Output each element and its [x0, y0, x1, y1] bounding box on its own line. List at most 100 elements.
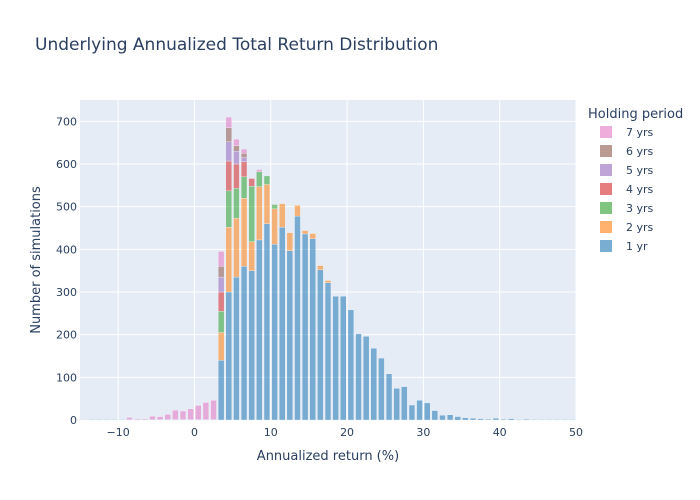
bar-1-yr[interactable] [363, 336, 370, 421]
bar-1-yr[interactable] [88, 419, 95, 421]
bar-2-yrs[interactable] [256, 186, 263, 241]
bar-1-yr[interactable] [538, 419, 545, 421]
bars[interactable] [88, 116, 576, 421]
bar-1-yr[interactable] [279, 227, 286, 421]
bar-2-yrs[interactable] [309, 233, 316, 239]
bar-7-yrs[interactable] [218, 251, 225, 267]
bar-1-yr[interactable] [302, 233, 309, 421]
legend-item-4-yrs[interactable]: 4 yrs [600, 183, 654, 196]
bar-1-yr[interactable] [378, 358, 385, 421]
bar-7-yrs[interactable] [149, 416, 156, 420]
bar-1-yr[interactable] [515, 419, 522, 421]
bar-7-yrs[interactable] [134, 418, 141, 420]
bar-7-yrs[interactable] [126, 417, 133, 420]
bar-7-yrs[interactable] [164, 414, 171, 420]
bar-7-yrs[interactable] [210, 400, 217, 420]
bar-1-yr[interactable] [408, 404, 415, 421]
bar-1-yr[interactable] [508, 418, 515, 421]
legend-item-7-yrs[interactable]: 7 yrs [600, 126, 654, 139]
bar-3-yrs[interactable] [256, 171, 263, 187]
bar-1-yr[interactable] [340, 296, 347, 421]
bar-1-yr[interactable] [500, 419, 507, 421]
bar-3-yrs[interactable] [233, 188, 240, 219]
bar-2-yrs[interactable] [294, 205, 301, 217]
bar-1-yr[interactable] [218, 360, 225, 421]
bar-7-yrs[interactable] [241, 148, 248, 154]
bar-3-yrs[interactable] [248, 186, 255, 242]
bar-2-yrs[interactable] [271, 208, 278, 245]
bar-1-yr[interactable] [439, 415, 446, 421]
bar-6-yrs[interactable] [241, 153, 248, 158]
legend-item-1-yr[interactable]: 1 yr [600, 240, 648, 253]
legend-item-2-yrs[interactable]: 2 yrs [600, 221, 654, 234]
bar-1-yr[interactable] [523, 419, 530, 421]
bar-7-yrs[interactable] [195, 405, 202, 420]
bar-1-yr[interactable] [469, 418, 477, 421]
bar-1-yr[interactable] [241, 266, 248, 421]
bar-5-yrs[interactable] [233, 151, 240, 165]
bar-1-yr[interactable] [401, 386, 408, 421]
bar-1-yr[interactable] [263, 223, 270, 421]
bar-1-yr[interactable] [561, 419, 568, 421]
bar-1-yr[interactable] [294, 215, 301, 421]
bar-1-yr[interactable] [347, 309, 354, 421]
bar-1-yr[interactable] [355, 333, 362, 421]
bar-1-yr[interactable] [111, 419, 118, 421]
legend-item-6-yrs[interactable]: 6 yrs [600, 145, 654, 158]
bar-1-yr[interactable] [103, 419, 110, 421]
bar-7-yrs[interactable] [179, 410, 187, 420]
bar-1-yr[interactable] [233, 276, 240, 421]
bar-2-yrs[interactable] [317, 265, 324, 270]
legend-item-3-yrs[interactable]: 3 yrs [600, 202, 654, 215]
bar-1-yr[interactable] [447, 414, 454, 421]
bar-1-yr[interactable] [332, 296, 339, 421]
bar-1-yr[interactable] [118, 419, 126, 421]
bar-1-yr[interactable] [393, 388, 400, 421]
bar-7-yrs[interactable] [172, 410, 179, 420]
bar-1-yr[interactable] [309, 238, 316, 421]
bar-7-yrs[interactable] [141, 418, 148, 420]
bar-1-yr[interactable] [477, 418, 484, 421]
bar-4-yrs[interactable] [218, 291, 225, 312]
bar-6-yrs[interactable] [225, 127, 232, 142]
bar-1-yr[interactable] [530, 419, 538, 421]
bar-5-yrs[interactable] [241, 157, 248, 162]
bar-1-yr[interactable] [454, 416, 461, 421]
bar-7-yrs[interactable] [225, 116, 232, 128]
bar-1-yr[interactable] [553, 419, 560, 421]
bar-1-yr[interactable] [569, 419, 576, 421]
bar-1-yr[interactable] [546, 419, 553, 421]
bar-2-yrs[interactable] [241, 198, 248, 267]
bar-3-yrs[interactable] [271, 204, 278, 209]
bar-1-yr[interactable] [271, 244, 278, 421]
bar-3-yrs[interactable] [218, 311, 225, 333]
bar-1-yr[interactable] [462, 417, 469, 421]
bar-7-yrs[interactable] [233, 139, 240, 146]
bar-6-yrs[interactable] [233, 145, 240, 152]
bar-2-yrs[interactable] [263, 184, 270, 224]
bar-2-yrs[interactable] [233, 218, 240, 278]
bar-1-yr[interactable] [370, 348, 377, 421]
legend-item-5-yrs[interactable]: 5 yrs [600, 164, 654, 177]
bar-2-yrs[interactable] [248, 241, 255, 271]
bar-4-yrs[interactable] [248, 178, 255, 187]
bar-1-yr[interactable] [317, 269, 324, 421]
bar-1-yr[interactable] [96, 419, 103, 421]
bar-5-yrs[interactable] [225, 141, 232, 162]
bar-1-yr[interactable] [416, 400, 423, 421]
bar-5-yrs[interactable] [218, 276, 225, 293]
bar-1-yr[interactable] [286, 250, 293, 421]
bar-7-yrs[interactable] [202, 402, 209, 420]
bar-6-yrs[interactable] [218, 266, 225, 278]
bar-3-yrs[interactable] [225, 190, 232, 228]
bar-7-yrs[interactable] [256, 169, 263, 172]
bar-2-yrs[interactable] [218, 332, 225, 361]
bar-1-yr[interactable] [485, 419, 492, 421]
bar-4-yrs[interactable] [233, 163, 240, 189]
bar-1-yr[interactable] [256, 239, 263, 421]
bar-7-yrs[interactable] [187, 408, 194, 420]
bar-1-yr[interactable] [431, 410, 438, 421]
legend[interactable]: Holding period 7 yrs 6 yrs 5 yrs 4 yrs 3 yrs… [588, 107, 683, 253]
bar-1-yr[interactable] [225, 291, 232, 421]
bar-4-yrs[interactable] [225, 160, 232, 192]
